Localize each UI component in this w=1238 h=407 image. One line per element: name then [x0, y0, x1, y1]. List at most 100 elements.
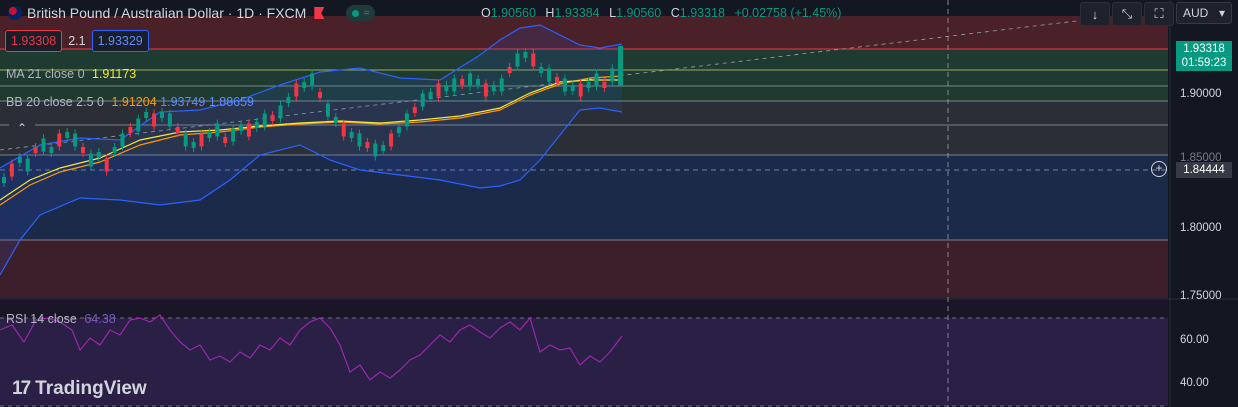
bollinger-basis [0, 75, 623, 206]
candle-body [199, 133, 204, 147]
rsi-legend[interactable]: RSI 14 close 64.38 [6, 312, 116, 326]
candle-body [96, 152, 101, 158]
rsi-tick: 60.00 [1180, 334, 1209, 346]
collapse-legend-button[interactable]: ⌃ [9, 118, 35, 138]
candle-body [207, 132, 212, 138]
candle-body [160, 112, 164, 118]
candle-body [270, 115, 275, 121]
candle-body [523, 52, 528, 58]
collapse-pane-icon[interactable]: ⤡ [1112, 2, 1142, 26]
candle-body [2, 177, 6, 183]
candle-body [389, 133, 394, 147]
candle-body [555, 77, 559, 83]
fullscreen-icon[interactable]: ⛶ [1144, 2, 1174, 26]
pane-controls: ↓ ⤡ ⛶ [1080, 2, 1174, 26]
zone-blue [0, 155, 1168, 240]
buy-button[interactable]: 1.93329 [91, 30, 149, 52]
candle-body [578, 83, 583, 97]
price-tick: 1.90000 [1180, 88, 1222, 100]
candle-body [231, 128, 236, 142]
candle-body [112, 147, 117, 153]
candle-body [341, 123, 346, 137]
candle-body [531, 53, 536, 67]
last-price: 1.93318 [1183, 43, 1225, 55]
close-label: C [670, 6, 680, 20]
candle-body [65, 132, 70, 138]
candle-body [476, 79, 480, 85]
candle-body [57, 133, 62, 147]
candle-body [412, 107, 417, 113]
bb-legend[interactable]: BB 20 close 2.5 0 1.91204 1.93749 1.8865… [6, 95, 254, 109]
candle-body [302, 82, 307, 88]
candle-body [49, 147, 54, 153]
currency-select[interactable]: AUD ▾ [1176, 2, 1232, 24]
candle-body [436, 83, 441, 97]
bollinger-upper [0, 24, 623, 169]
candle-body [365, 142, 370, 148]
bar-countdown: 01:59:23 [1181, 57, 1227, 69]
candle-body [547, 68, 552, 82]
candle-body [175, 127, 180, 133]
candle-body [191, 142, 196, 148]
candle-body [602, 82, 607, 88]
symbol-title[interactable]: British Pound / Australian Dollar · 1D ·… [27, 5, 307, 21]
trade-panel: 1.93308 2.1 1.93329 [5, 30, 149, 52]
crosshair-price-label: 1.84444 [1176, 162, 1232, 178]
candle-body [325, 103, 330, 117]
wave-icon: ≈ [363, 7, 370, 19]
candle-body [183, 133, 188, 147]
price-tick: 1.80000 [1180, 222, 1222, 234]
candle-body [357, 133, 362, 147]
candle-body [404, 113, 409, 127]
moving-average [0, 79, 622, 201]
market-open-icon [352, 9, 360, 17]
rsi-label: RSI 14 close [6, 312, 77, 326]
candle-body [144, 112, 149, 118]
move-down-icon[interactable]: ↓ [1080, 2, 1110, 26]
ma-value: 1.91173 [92, 67, 137, 81]
candle-body [223, 137, 228, 143]
candle-body [215, 123, 220, 137]
currency-flag-icon [8, 6, 22, 20]
tradingview-mark-icon: 17 [12, 378, 31, 399]
candle-body [9, 163, 14, 177]
bb-upper-value: 1.93749 [160, 95, 206, 109]
ohlc-readout: O1.90560 H1.93384 L1.90560 C1.93318 +0.0… [481, 6, 847, 20]
chevron-down-icon: ▾ [1218, 6, 1225, 20]
candle-body [491, 85, 496, 91]
last-price-label: 1.93318 01:59:23 [1176, 41, 1232, 71]
zone-green [0, 49, 1168, 101]
candle-body [349, 132, 354, 138]
candle-body [444, 85, 449, 91]
candle-body [41, 138, 46, 152]
low-label: L [609, 6, 617, 20]
candle-body [286, 97, 291, 103]
sell-button[interactable]: 1.93308 [5, 30, 63, 52]
ma-legend[interactable]: MA 21 close 0 1.91173 [6, 67, 136, 81]
candle-body [318, 92, 322, 98]
candle-body [104, 158, 109, 172]
symbol-header[interactable]: British Pound / Australian Dollar · 1D ·… [8, 3, 376, 23]
candle-body [88, 153, 93, 167]
candles-group [2, 46, 623, 187]
candle-body [152, 113, 157, 127]
tradingview-logo[interactable]: 17 TradingView [12, 378, 147, 400]
candle-body [167, 113, 172, 127]
candle-body [81, 147, 85, 153]
candle-body [594, 73, 599, 87]
price-tick: 1.75000 [1180, 290, 1222, 302]
rsi-value: 64.38 [84, 312, 116, 326]
candle-body [73, 133, 78, 147]
add-alert-icon[interactable]: + [1151, 161, 1167, 177]
rsi-line [0, 314, 623, 381]
flag-icon[interactable] [314, 7, 325, 19]
candle-body [420, 93, 425, 107]
bb-lower-value: 1.88659 [208, 95, 254, 109]
change-value: +0.02758 (+1.45%) [734, 6, 842, 20]
candle-body [397, 127, 401, 133]
brand-name: TradingView [35, 378, 147, 399]
open-value: 1.90560 [490, 6, 536, 20]
candle-body [333, 117, 338, 123]
currency-value: AUD [1183, 6, 1209, 20]
